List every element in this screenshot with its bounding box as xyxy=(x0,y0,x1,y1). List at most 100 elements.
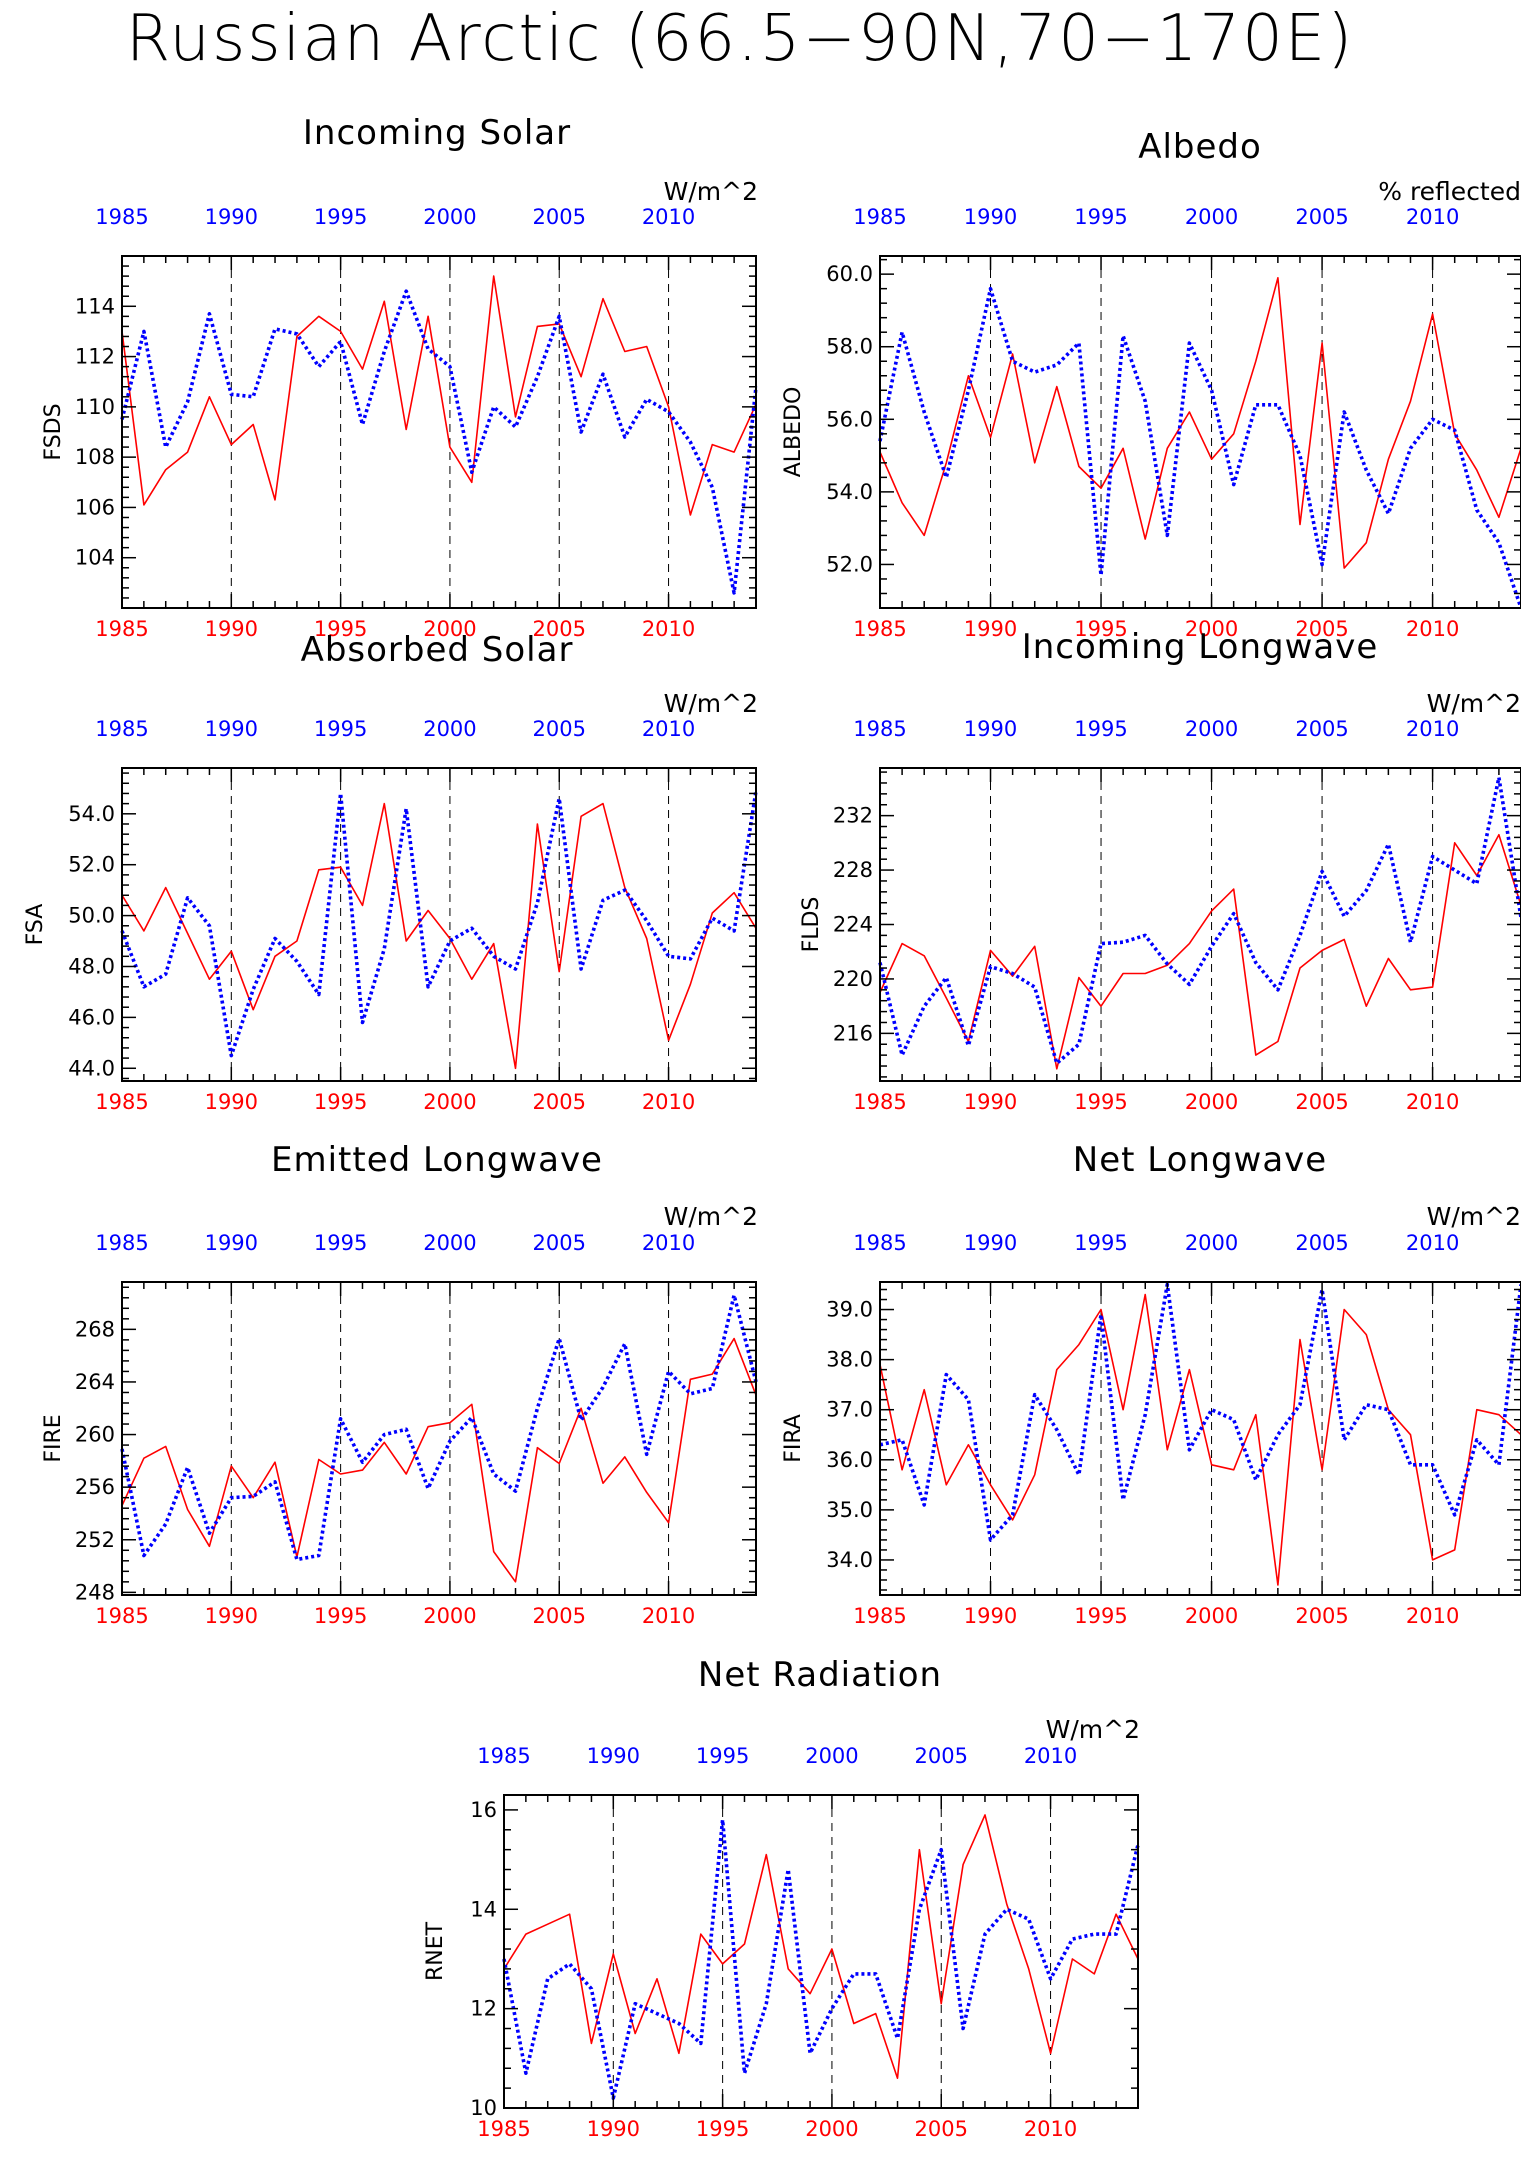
x-tick-label-top: 1995 xyxy=(1074,205,1127,229)
y-axis-label: FIRA xyxy=(781,1414,806,1463)
x-tick-label-bottom: 1995 xyxy=(314,1604,367,1628)
y-tick-label: 220 xyxy=(833,967,873,991)
x-tick-label-top: 1985 xyxy=(853,205,906,229)
plot-frame xyxy=(121,1281,757,1596)
panel-title: Emitted Longwave xyxy=(271,1140,603,1180)
x-tick-label-bottom: 1990 xyxy=(964,1604,1017,1628)
blue-series-line xyxy=(878,775,1521,1066)
panel-4: Incoming Longwave W/m^2 1985 1985 1990 1990 19… xyxy=(799,627,1521,1114)
x-tick-label-top: 2005 xyxy=(533,205,586,229)
red-series-line xyxy=(121,1337,757,1583)
x-tick-label-bottom: 1995 xyxy=(696,2117,749,2141)
x-tick-label-top: 1990 xyxy=(205,1231,258,1255)
y-tick-label: 260 xyxy=(75,1423,115,1447)
x-tick-label-bottom: 2005 xyxy=(915,2117,968,2141)
y-tick-label: 46.0 xyxy=(68,1005,115,1029)
y-tick-label: 60.0 xyxy=(826,262,873,286)
x-tick-label-bottom: 1990 xyxy=(205,1604,258,1628)
x-tick-label-bottom: 2000 xyxy=(423,1604,476,1628)
y-tick-label: 106 xyxy=(75,495,115,519)
units-label: W/m^2 xyxy=(1427,1202,1521,1231)
y-tick-label: 34.0 xyxy=(826,1548,873,1572)
x-tick-label-bottom: 2000 xyxy=(805,2117,858,2141)
x-tick-label-bottom: 1985 xyxy=(95,1604,148,1628)
y-axis-label: FSDS xyxy=(41,403,66,460)
x-tick-label-top: 2000 xyxy=(423,1231,476,1255)
red-series-line xyxy=(121,275,757,516)
x-tick-label-top: 1995 xyxy=(314,205,367,229)
plot-frame xyxy=(121,767,757,1082)
x-tick-label-bottom: 1985 xyxy=(853,1090,906,1114)
y-tick-label: 38.0 xyxy=(826,1348,873,1372)
x-tick-label-bottom: 2005 xyxy=(1295,1604,1348,1628)
y-tick-label: 16 xyxy=(470,1798,497,1822)
x-tick-label-bottom: 2000 xyxy=(1185,1090,1238,1114)
y-tick-label: 264 xyxy=(75,1370,115,1394)
panels-group: Incoming Solar W/m^2 1985 1985 1990 1990 1995 1… xyxy=(23,113,1521,2141)
x-tick-label-top: 2010 xyxy=(1406,717,1459,741)
units-label: % reflected xyxy=(1378,177,1521,206)
y-tick-label: 104 xyxy=(75,546,115,570)
x-tick-label-top: 2000 xyxy=(805,1744,858,1768)
y-tick-label: 252 xyxy=(75,1528,115,1552)
x-tick-label-top: 1990 xyxy=(964,205,1017,229)
x-tick-label-bottom: 2010 xyxy=(642,1604,695,1628)
panel-title: Net Radiation xyxy=(698,1655,942,1695)
panel-5: Emitted Longwave W/m^2 1985 1985 1990 1990 199… xyxy=(41,1140,758,1628)
units-label: W/m^2 xyxy=(664,689,758,718)
x-tick-label-bottom: 2010 xyxy=(642,1090,695,1114)
x-tick-label-bottom: 1990 xyxy=(205,617,258,641)
y-tick-label: 216 xyxy=(833,1021,873,1045)
y-tick-label: 228 xyxy=(833,858,873,882)
x-tick-label-bottom: 1985 xyxy=(95,617,148,641)
x-tick-label-top: 1985 xyxy=(853,1231,906,1255)
panel-title: Net Longwave xyxy=(1073,1140,1327,1180)
x-tick-label-bottom: 1985 xyxy=(853,1604,906,1628)
x-tick-label-top: 2010 xyxy=(642,1231,695,1255)
y-axis-label: FLDS xyxy=(799,897,824,953)
x-tick-label-top: 1995 xyxy=(696,1744,749,1768)
red-series-line xyxy=(879,276,1521,569)
x-tick-label-top: 1995 xyxy=(1074,1231,1127,1255)
units-label: W/m^2 xyxy=(664,1202,758,1231)
y-tick-label: 10 xyxy=(470,2096,497,2120)
panel-6: Net Longwave W/m^2 1985 1985 1990 1990 1995 199… xyxy=(781,1140,1521,1628)
y-tick-label: 224 xyxy=(833,913,873,937)
x-tick-label-top: 2010 xyxy=(1406,205,1459,229)
x-tick-label-bottom: 2010 xyxy=(1406,1090,1459,1114)
x-tick-label-top: 2010 xyxy=(642,717,695,741)
panel-3: Absorbed Solar W/m^2 1985 1985 1990 1990 1995 1… xyxy=(23,630,758,1114)
y-tick-label: 108 xyxy=(75,445,115,469)
x-tick-label-bottom: 2000 xyxy=(423,617,476,641)
x-tick-label-top: 1995 xyxy=(1074,717,1127,741)
x-tick-label-top: 2000 xyxy=(1185,717,1238,741)
y-tick-label: 52.0 xyxy=(826,552,873,576)
y-tick-label: 36.0 xyxy=(826,1448,873,1472)
y-tick-label: 14 xyxy=(470,1897,497,1921)
x-tick-label-top: 1995 xyxy=(314,717,367,741)
y-tick-label: 248 xyxy=(75,1580,115,1604)
x-tick-label-top: 1985 xyxy=(95,717,148,741)
x-tick-label-bottom: 2010 xyxy=(1406,617,1459,641)
x-tick-label-top: 1990 xyxy=(205,205,258,229)
x-tick-label-bottom: 1995 xyxy=(314,1090,367,1114)
plot-frame xyxy=(879,1281,1521,1596)
x-tick-label-top: 1990 xyxy=(964,717,1017,741)
x-tick-label-bottom: 1985 xyxy=(95,1090,148,1114)
x-tick-label-top: 1990 xyxy=(587,1744,640,1768)
x-tick-label-top: 2000 xyxy=(1185,1231,1238,1255)
x-tick-label-top: 2010 xyxy=(1024,1744,1077,1768)
x-tick-label-top: 2000 xyxy=(423,205,476,229)
x-tick-label-top: 1995 xyxy=(314,1231,367,1255)
y-tick-label: 50.0 xyxy=(68,904,115,928)
x-tick-label-top: 1990 xyxy=(205,717,258,741)
x-tick-label-bottom: 1995 xyxy=(1074,617,1127,641)
x-tick-label-bottom: 1985 xyxy=(477,2117,530,2141)
red-series-line xyxy=(879,1293,1521,1586)
x-tick-label-bottom: 2000 xyxy=(1185,1604,1238,1628)
x-tick-label-bottom: 2005 xyxy=(1295,1090,1348,1114)
blue-series-line xyxy=(120,289,758,595)
y-tick-label: 52.0 xyxy=(68,853,115,877)
x-tick-label-top: 2005 xyxy=(1295,717,1348,741)
